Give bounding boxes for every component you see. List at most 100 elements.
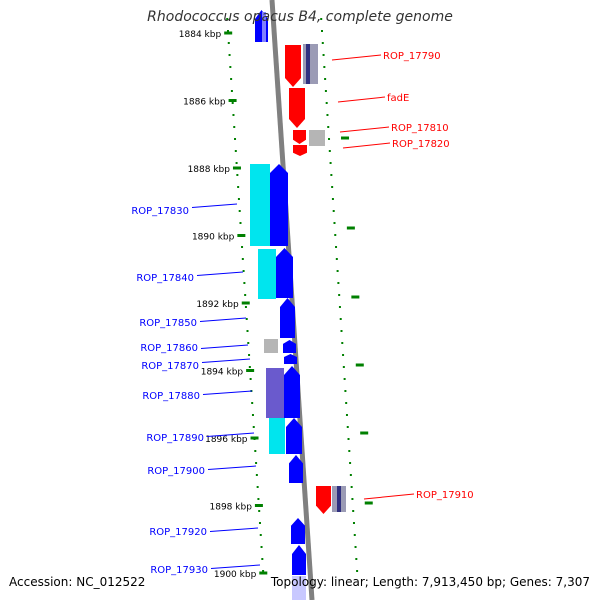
track-dash [360, 431, 369, 435]
kbp-tick [232, 166, 241, 170]
track-dot-right [341, 342, 344, 344]
gene-label-leader [201, 358, 251, 363]
gene-rop-17820 [293, 145, 307, 156]
gene-rop-17900 [289, 455, 303, 483]
gene-rop-17790 [285, 45, 301, 87]
track-dot-left [246, 330, 249, 332]
gene-lower-faded [292, 576, 306, 600]
kbp-tick [254, 504, 263, 507]
gene-rop-17860 [283, 340, 296, 353]
track-dot-left [242, 270, 245, 272]
track-dot-right [335, 258, 338, 260]
track-dot-left [226, 18, 229, 20]
track-dot-right [354, 546, 357, 548]
track-dot-left [244, 306, 247, 308]
track-dot-right [355, 558, 358, 560]
kbp-tick [250, 436, 259, 440]
gene-rop-17890 [286, 418, 302, 454]
kbp-tick [228, 99, 237, 102]
track-dot-left [237, 186, 240, 188]
gene-label: ROP_17890 [146, 433, 204, 444]
gene-reverse-highlight [262, 12, 266, 42]
gene-label: ROP_17850 [139, 318, 197, 329]
gene-label: ROP_17870 [141, 361, 199, 372]
track-dot-left [261, 558, 264, 560]
track-dot-right [343, 378, 346, 380]
kbp-tick [246, 369, 255, 372]
track-dash [346, 226, 355, 230]
gene-label: ROP_17830 [131, 206, 189, 217]
kbp-tick [237, 234, 246, 237]
gene-rop-17830 [270, 164, 288, 246]
track-dot-left [238, 210, 241, 212]
kbp-tick [259, 571, 268, 575]
track-dot-right [324, 90, 327, 92]
track-dot-left [260, 546, 263, 548]
track-dot-right [345, 414, 348, 416]
gene-label-leader [342, 142, 391, 149]
track-dot-left [234, 138, 237, 140]
gene-rop-17840-highlight [258, 249, 276, 299]
kbp-tick-label: 1892 kbp [196, 300, 239, 310]
gene-rop-17890-highlight [269, 418, 285, 454]
track-dot-right [324, 78, 327, 80]
track-dot-right [348, 450, 351, 452]
gene-label-leader [199, 317, 247, 322]
track-dot-right [323, 66, 326, 68]
gene-label-leader [339, 126, 390, 133]
track-dot-right [331, 186, 334, 188]
track-dot-right [333, 222, 336, 224]
map-title: Rhodococcus opacus B4, complete genome [147, 9, 453, 25]
topology-summary: Topology: linear; Length: 7,913,450 bp; … [270, 575, 590, 589]
gene-label: ROP_17860 [140, 343, 198, 354]
gene-label: ROP_17810 [391, 123, 449, 134]
track-dot-left [252, 426, 255, 428]
track-dot-right [356, 570, 359, 572]
track-dot-left [229, 66, 232, 68]
track-dot-left [233, 126, 236, 128]
track-dot-right [338, 306, 341, 308]
accession-text: Accession: NC_012522 [9, 575, 146, 589]
track-dot-left [235, 162, 238, 164]
gene-label: ROP_17840 [136, 273, 194, 284]
gene-label-leader [331, 54, 382, 61]
track-dot-right [349, 462, 352, 464]
track-dot-right [350, 486, 353, 488]
track-dot-left [230, 90, 233, 92]
track-dot-left [262, 570, 265, 572]
gene-rop-17790-partner-stripe [306, 44, 310, 84]
kbp-tick-label: 1884 kbp [179, 30, 222, 40]
kbp-tick-label: 1886 kbp [183, 98, 226, 108]
kbp-ticks: 1884 kbp 1886 kbp 1888 kbp 1890 kbp 1892 kbp… [179, 30, 373, 580]
track-dot-right [328, 150, 331, 152]
track-dot-right [352, 510, 355, 512]
gene-label-leader [196, 271, 244, 276]
track-dot-left [258, 522, 261, 524]
track-dot-right [339, 318, 342, 320]
gene-label-leader [206, 432, 255, 437]
track-dot-left [258, 510, 261, 512]
gene-label-leader [200, 344, 249, 349]
track-dot-right [353, 534, 356, 536]
track-dot-left [227, 30, 229, 32]
track-dot-left [231, 102, 234, 104]
track-dot-left [255, 462, 258, 464]
track-dot-right [342, 366, 345, 368]
gene-label: ROP_17790 [383, 51, 441, 62]
gene-label-leader [337, 96, 386, 103]
track-dot-left [257, 498, 260, 500]
track-dot-right [342, 354, 345, 356]
track-dot-left [244, 294, 247, 296]
track-dot-right [321, 30, 323, 32]
track-dot-left [241, 258, 244, 260]
track-dot-left [248, 366, 251, 368]
track-dot-right [344, 390, 347, 392]
track-dot-right [349, 474, 352, 476]
track-dot-left [228, 54, 231, 56]
kbp-tick [224, 31, 233, 35]
track-dot-left [234, 150, 237, 152]
gene-fade [289, 88, 305, 128]
track-dot-left [239, 222, 242, 224]
gene-rop-17860-grey [264, 339, 278, 353]
track-dot-right [330, 174, 333, 176]
